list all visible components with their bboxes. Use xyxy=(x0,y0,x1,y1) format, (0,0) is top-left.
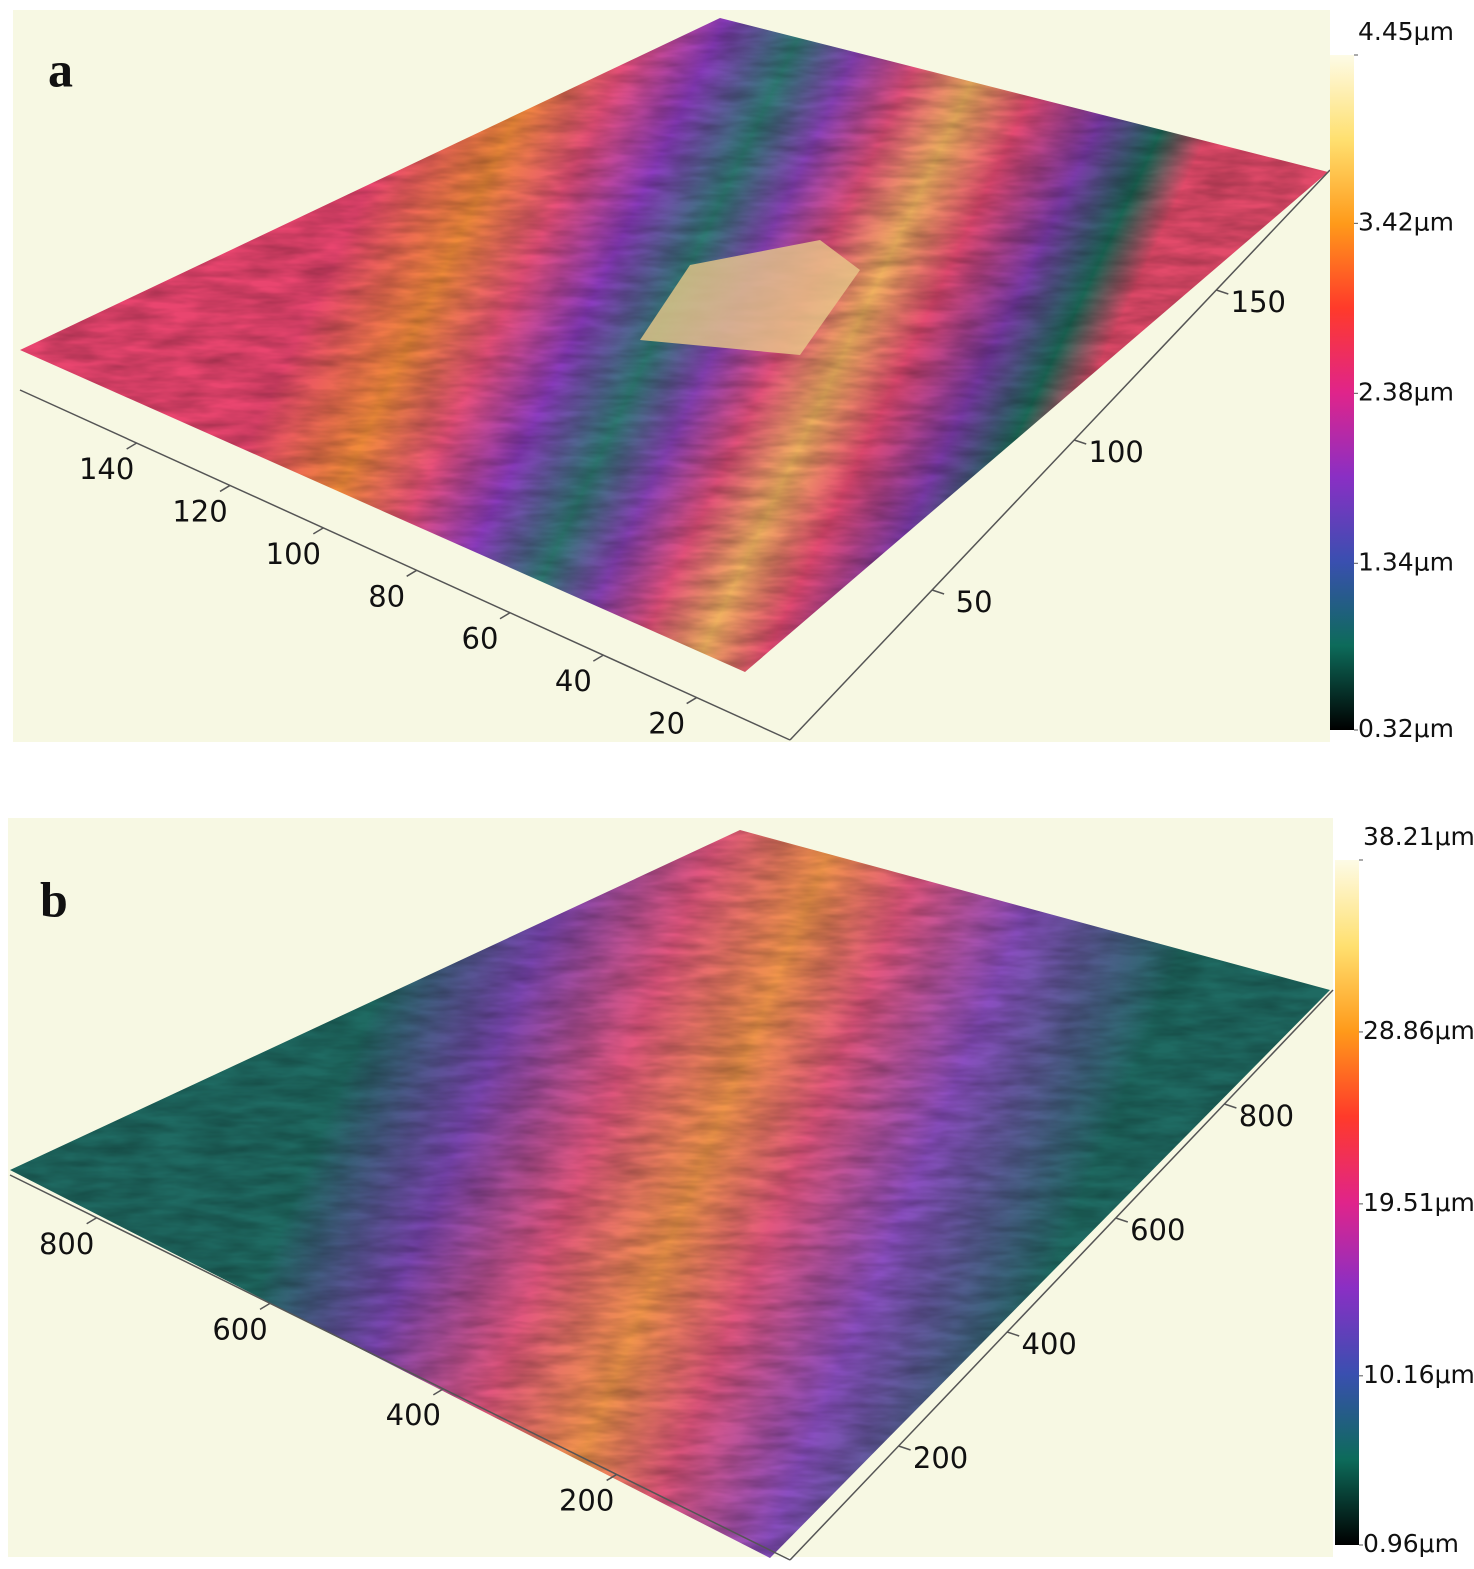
tick-mark xyxy=(86,1217,98,1225)
tick-mark xyxy=(931,589,945,595)
tick-mark xyxy=(1115,1217,1129,1223)
colorbar xyxy=(1330,55,1354,730)
colorbar-label: 38.21μm xyxy=(1363,822,1474,851)
tick-label: 800 xyxy=(39,1227,94,1261)
tick-mark xyxy=(592,654,604,662)
panel-label: a xyxy=(48,41,73,97)
surface-texture xyxy=(10,830,1330,1558)
tick-mark xyxy=(1073,439,1087,445)
tick-label: 20 xyxy=(648,707,685,741)
panel-label: b xyxy=(40,871,68,927)
colorbar-label: 3.42μm xyxy=(1358,207,1454,236)
tick-label: 400 xyxy=(1022,1327,1077,1361)
tick-label: 60 xyxy=(462,622,499,656)
colorbar-label: 4.45μm xyxy=(1358,17,1454,46)
tick-label: 40 xyxy=(555,664,592,698)
tick-mark xyxy=(499,612,511,620)
tick-label: 200 xyxy=(913,1441,968,1475)
colorbar xyxy=(1335,860,1359,1545)
tick-mark xyxy=(606,1473,618,1482)
tick-mark xyxy=(686,696,698,705)
tick-mark xyxy=(126,442,138,450)
tick-label: 120 xyxy=(172,494,227,528)
tick-label: 800 xyxy=(1239,1099,1294,1133)
axis-line xyxy=(9,1174,791,1561)
tick-label: 100 xyxy=(266,537,321,571)
tick-label: 600 xyxy=(212,1312,267,1346)
tick-mark xyxy=(219,484,231,493)
axis-line xyxy=(789,989,1334,1561)
tick-mark xyxy=(259,1302,271,1310)
tick-label: 140 xyxy=(79,452,134,486)
tick-label: 400 xyxy=(386,1398,441,1432)
colorbar-label: 1.34μm xyxy=(1358,547,1454,576)
colorbar-label: 28.86μm xyxy=(1363,1016,1474,1045)
tick-label: 150 xyxy=(1231,285,1286,319)
colorbar-label: 2.38μm xyxy=(1358,377,1454,406)
tick-mark xyxy=(312,527,324,535)
tick-label: 200 xyxy=(559,1483,614,1517)
colorbar-label: 19.51μm xyxy=(1363,1188,1474,1217)
tick-label: 80 xyxy=(368,579,405,613)
tick-label: 600 xyxy=(1130,1213,1185,1247)
tick-label: 50 xyxy=(956,585,993,619)
colorbar-label: 0.96μm xyxy=(1363,1529,1459,1558)
axis-line xyxy=(789,169,1331,741)
tick-label: 100 xyxy=(1089,435,1144,469)
tick-mark xyxy=(1006,1331,1020,1337)
tick-mark xyxy=(406,569,418,577)
tick-mark xyxy=(1224,1103,1237,1109)
tick-mark xyxy=(432,1388,444,1396)
plateau xyxy=(640,240,860,355)
colorbar-label: 0.32μm xyxy=(1358,714,1454,743)
colorbar-label: 10.16μm xyxy=(1363,1360,1474,1389)
tick-mark xyxy=(1216,289,1229,295)
tick-mark xyxy=(898,1445,911,1451)
surface-texture xyxy=(20,18,1328,672)
axis-line xyxy=(19,389,791,741)
